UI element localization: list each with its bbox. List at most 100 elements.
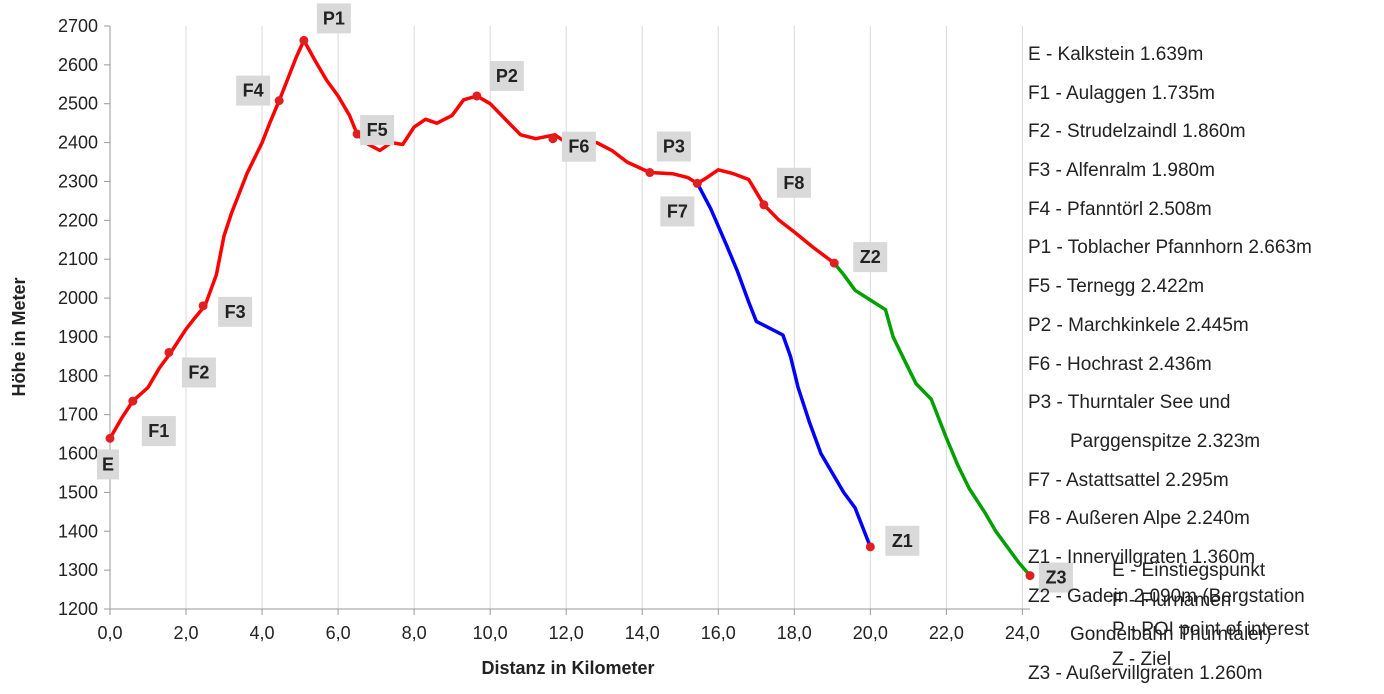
x-tick-label: 20,0 bbox=[853, 623, 888, 643]
y-tick-label: 1500 bbox=[58, 482, 98, 502]
point-label: Z2 bbox=[860, 247, 881, 267]
legend-item-f4: F4 - Pfanntörl 2.508m bbox=[1028, 198, 1212, 220]
point-marker bbox=[865, 542, 875, 552]
y-tick-label: 1800 bbox=[58, 366, 98, 386]
point-label-bg bbox=[776, 167, 811, 198]
point-legend: E - Kalkstein 1.639m F1 - Aulaggen 1.735… bbox=[1028, 36, 1378, 694]
point-marker bbox=[645, 168, 655, 178]
x-tick-label: 16,0 bbox=[701, 623, 736, 643]
x-tick-label: 4,0 bbox=[250, 623, 275, 643]
y-tick-label: 1600 bbox=[58, 444, 98, 464]
legend-item-z1: Z1 - Innervillgraten 1.360m bbox=[1028, 546, 1256, 568]
legend-item-e: E - Kalkstein 1.639m bbox=[1028, 44, 1204, 65]
legend-item-f5: F5 - Ternegg 2.422m bbox=[1028, 276, 1205, 298]
point-f7: F7 bbox=[660, 178, 702, 227]
point-f6: F6 bbox=[548, 131, 596, 162]
point-marker bbox=[105, 433, 115, 443]
x-tick-label: 2,0 bbox=[174, 623, 199, 643]
point-f8: F8 bbox=[759, 167, 811, 210]
chart-points-layer: E F1 F2 F3 F4 P1 F5 P2 F6 P3 F7 F8 Z2 Z1 Z3 bbox=[97, 3, 1073, 593]
point-marker bbox=[548, 134, 558, 144]
point-label: F8 bbox=[783, 173, 804, 193]
legend-item-z2: Z2 - Gadein 2.090m (Bergstation bbox=[1028, 585, 1305, 607]
point-label-bg bbox=[561, 131, 596, 162]
key-item-f: F - Flurnamen bbox=[1112, 589, 1232, 611]
point-label: F6 bbox=[568, 137, 589, 157]
legend-item-f2: F2 - Strudelzaindl 1.860m bbox=[1028, 121, 1246, 143]
point-label: F1 bbox=[148, 421, 169, 441]
point-marker bbox=[299, 35, 309, 45]
abbreviation-key: E - Einstiegspunkt F - Flurnamen P - POI… bbox=[1112, 556, 1382, 674]
point-marker bbox=[692, 178, 702, 188]
key-item-e: E - Einstiegspunkt bbox=[1112, 560, 1266, 581]
x-tick-label: 0,0 bbox=[97, 623, 122, 643]
point-marker bbox=[472, 91, 482, 101]
point-label: E bbox=[102, 454, 114, 474]
point-f3: F3 bbox=[198, 296, 253, 327]
x-tick-label: 18,0 bbox=[777, 623, 812, 643]
point-label: F5 bbox=[367, 120, 388, 140]
point-z2: Z2 bbox=[829, 242, 888, 273]
legend-item-p2: P2 - Marchkinkele 2.445m bbox=[1028, 314, 1249, 336]
chart-axes: 0,0 2,0 4,0 6,0 8,0 10,0 12,0 14,0 16,0 18,0 20,0 2… bbox=[58, 16, 1040, 643]
point-marker bbox=[352, 129, 362, 139]
legend-item-p1: P1 - Toblacher Pfannhorn 2.663m bbox=[1028, 237, 1312, 259]
y-tick-label: 2700 bbox=[58, 16, 98, 36]
point-marker bbox=[128, 396, 138, 406]
legend-item-z2-cont: Gondelbahn Thurntaler) bbox=[1070, 624, 1272, 646]
key-item-z: Z - Ziel bbox=[1112, 648, 1172, 670]
y-tick-label: 1900 bbox=[58, 327, 98, 347]
y-tick-label: 1700 bbox=[58, 405, 98, 425]
y-tick-label: 1300 bbox=[58, 560, 98, 580]
x-axis-title: Distanz in Kilometer bbox=[481, 658, 654, 678]
point-f4: F4 bbox=[236, 75, 284, 106]
point-label-bg bbox=[141, 416, 176, 447]
point-f2: F2 bbox=[164, 347, 216, 388]
legend-item-f3: F3 - Alfenralm 1.980m bbox=[1028, 160, 1215, 182]
point-label: P3 bbox=[663, 137, 685, 157]
legend-item-z3: Z3 - Außervillgraten 1.260m bbox=[1028, 663, 1263, 684]
point-f5: F5 bbox=[352, 115, 395, 146]
point-label-bg bbox=[656, 131, 691, 162]
point-label: F3 bbox=[225, 302, 246, 322]
point-p1: P1 bbox=[299, 3, 351, 45]
y-tick-label: 2200 bbox=[58, 210, 98, 230]
point-label-bg bbox=[853, 242, 888, 273]
point-e: E bbox=[97, 433, 119, 480]
point-p2: P2 bbox=[472, 60, 524, 101]
point-label: Z3 bbox=[1045, 568, 1066, 588]
point-marker bbox=[164, 347, 174, 357]
y-tick-label: 2000 bbox=[58, 288, 98, 308]
legend-item-f7: F7 - Astattsattel 2.295m bbox=[1028, 469, 1229, 491]
point-label: F7 bbox=[667, 201, 688, 221]
key-item-p: P - POI point of interest bbox=[1112, 619, 1310, 640]
point-f1: F1 bbox=[128, 396, 176, 447]
x-tick-label: 8,0 bbox=[402, 623, 427, 643]
legend-item-f6: F6 - Hochrast 2.436m bbox=[1028, 353, 1212, 375]
point-label-bg bbox=[885, 525, 920, 556]
x-tick-label: 22,0 bbox=[929, 623, 964, 643]
point-z3: Z3 bbox=[1025, 562, 1073, 593]
y-tick-label: 2300 bbox=[58, 171, 98, 191]
point-marker bbox=[759, 200, 769, 210]
point-marker bbox=[1025, 571, 1035, 581]
x-tick-label: 14,0 bbox=[625, 623, 660, 643]
y-tick-label: 2100 bbox=[58, 249, 98, 269]
y-tick-label: 2500 bbox=[58, 94, 98, 114]
point-label: P1 bbox=[323, 8, 345, 28]
x-tick-label: 6,0 bbox=[326, 623, 351, 643]
legend-item-p3: P3 - Thurntaler See und bbox=[1028, 392, 1231, 414]
y-tick-label: 2400 bbox=[58, 133, 98, 153]
point-label-bg bbox=[316, 3, 351, 34]
point-p3: P3 bbox=[645, 131, 691, 178]
point-label: Z1 bbox=[892, 531, 913, 551]
legend-item-p3-cont: Parggenspitze 2.323m bbox=[1070, 430, 1261, 452]
point-label: F2 bbox=[188, 362, 209, 382]
point-label-bg bbox=[236, 75, 271, 106]
point-label-bg bbox=[181, 357, 216, 388]
y-tick-label: 2600 bbox=[58, 55, 98, 75]
point-label-bg bbox=[97, 449, 119, 480]
legend-item-f8: F8 - Außeren Alpe 2.240m bbox=[1028, 508, 1250, 530]
point-z1: Z1 bbox=[865, 525, 920, 556]
